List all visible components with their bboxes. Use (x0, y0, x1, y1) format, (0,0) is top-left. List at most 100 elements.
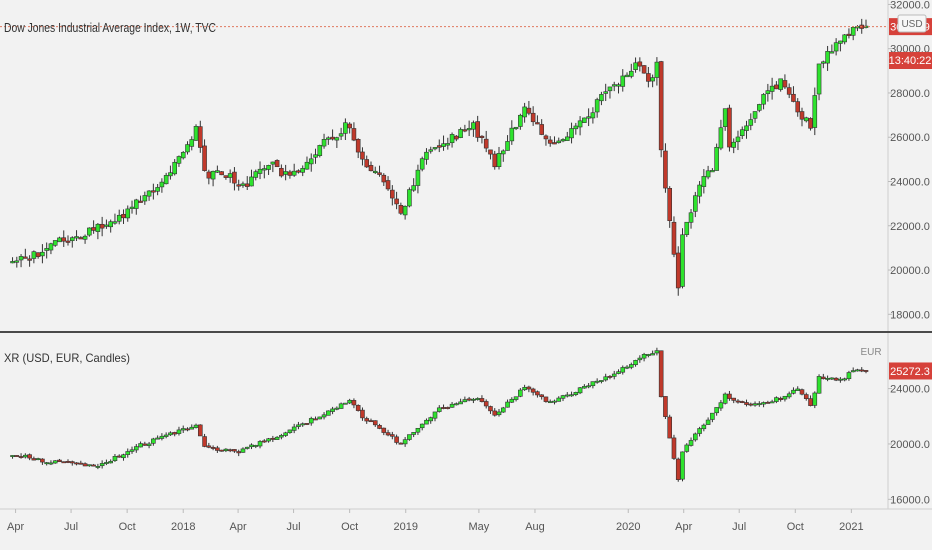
candle-up[interactable] (680, 228, 685, 289)
candle-down[interactable] (381, 427, 387, 436)
candle-up[interactable] (731, 138, 737, 154)
candle-up[interactable] (577, 386, 583, 395)
candle-up[interactable] (556, 137, 562, 144)
candle-up[interactable] (407, 434, 412, 441)
candle-up[interactable] (411, 432, 416, 438)
candle-up[interactable] (710, 168, 715, 173)
candle-up[interactable] (705, 417, 711, 425)
candle-down[interactable] (462, 124, 468, 133)
candle-up[interactable] (108, 459, 113, 464)
candle-up[interactable] (428, 146, 434, 154)
xr-price-scale[interactable]: 24000.0 20000.0 16000.0 EUR 25272.3 (860, 333, 932, 509)
candle-up[interactable] (129, 446, 135, 454)
candle-down[interactable] (202, 433, 207, 448)
candle-up[interactable] (146, 190, 152, 201)
candle-up[interactable] (838, 40, 843, 52)
candle-up[interactable] (616, 369, 621, 375)
time-axis[interactable]: Apr Jul Oct 2018 Apr Jul Oct 2019 May Aug 2020 Apr J… (0, 508, 932, 533)
candle-down[interactable] (539, 394, 544, 400)
candle-down[interactable] (791, 86, 796, 103)
candle-up[interactable] (108, 219, 113, 233)
candle-up[interactable] (582, 384, 587, 389)
candle-up[interactable] (560, 394, 566, 402)
candle-up[interactable] (722, 392, 728, 405)
candle-up[interactable] (257, 440, 263, 449)
candle-down[interactable] (219, 449, 224, 452)
candle-down[interactable] (530, 106, 536, 126)
candle-up[interactable] (82, 234, 88, 244)
candle-up[interactable] (599, 380, 604, 384)
candle-up[interactable] (505, 135, 510, 151)
candle-up[interactable] (445, 137, 451, 150)
candle-up[interactable] (432, 147, 438, 151)
candle-up[interactable] (193, 124, 199, 141)
candle-up[interactable] (714, 143, 719, 171)
candle-down[interactable] (232, 449, 237, 453)
candle-down[interactable] (795, 98, 801, 117)
candle-up[interactable] (582, 117, 587, 123)
candle-up[interactable] (87, 227, 92, 237)
candle-down[interactable] (671, 434, 677, 460)
candle-up[interactable] (163, 432, 169, 439)
candle-up[interactable] (782, 395, 788, 402)
candle-down[interactable] (799, 388, 805, 396)
candle-up[interactable] (411, 178, 416, 192)
candle-up[interactable] (313, 148, 318, 164)
candle-down[interactable] (663, 143, 668, 193)
candle-down[interactable] (91, 463, 96, 467)
candle-up[interactable] (816, 374, 822, 394)
candle-up[interactable] (462, 396, 468, 403)
candle-up[interactable] (185, 141, 190, 155)
candle-up[interactable] (556, 396, 562, 402)
candle-up[interactable] (769, 399, 775, 404)
candle-down[interactable] (808, 117, 813, 131)
candle-down[interactable] (727, 104, 732, 152)
candle-up[interactable] (573, 122, 579, 135)
candle-down[interactable] (739, 400, 745, 404)
candle-up[interactable] (603, 83, 608, 101)
candle-up[interactable] (778, 78, 783, 92)
candle-up[interactable] (842, 34, 847, 45)
candle-up[interactable] (291, 423, 297, 434)
candle-up[interactable] (176, 426, 182, 436)
candle-up[interactable] (518, 388, 523, 398)
candle-up[interactable] (599, 91, 604, 106)
candle-down[interactable] (675, 457, 681, 482)
candle-down[interactable] (385, 176, 391, 191)
candle-up[interactable] (765, 83, 771, 102)
candle-up[interactable] (257, 161, 263, 180)
candle-down[interactable] (304, 423, 310, 426)
candle-down[interactable] (274, 159, 280, 168)
candle-up[interactable] (697, 181, 702, 204)
candle-up[interactable] (500, 406, 506, 413)
candle-up[interactable] (326, 410, 331, 416)
candle-up[interactable] (718, 119, 724, 151)
candle-up[interactable] (701, 423, 707, 432)
candle-down[interactable] (57, 458, 62, 463)
candle-down[interactable] (385, 429, 391, 437)
candle-down[interactable] (351, 398, 357, 409)
candle-up[interactable] (151, 437, 156, 446)
candle-up[interactable] (112, 213, 118, 225)
candle-up[interactable] (279, 433, 284, 440)
candle-up[interactable] (432, 411, 438, 422)
candle-up[interactable] (48, 460, 54, 466)
candle-up[interactable] (419, 423, 425, 431)
candle-up[interactable] (628, 63, 634, 79)
candle-down[interactable] (799, 107, 805, 127)
candle-down[interactable] (364, 416, 370, 424)
candle-up[interactable] (607, 86, 613, 99)
candle-down[interactable] (390, 185, 395, 206)
candle-down[interactable] (863, 370, 869, 374)
candle-up[interactable] (812, 391, 818, 409)
candle-up[interactable] (650, 74, 655, 88)
main-price-scale[interactable]: 32000.030000.028000.026000.024000.022000… (887, 0, 932, 332)
candle-up[interactable] (637, 355, 643, 363)
candle-down[interactable] (658, 350, 664, 398)
candle-up[interactable] (641, 352, 647, 362)
candle-down[interactable] (483, 399, 489, 409)
candle-up[interactable] (159, 433, 165, 441)
candle-up[interactable] (419, 156, 425, 172)
candle-down[interactable] (530, 387, 536, 396)
candle-up[interactable] (274, 436, 280, 440)
